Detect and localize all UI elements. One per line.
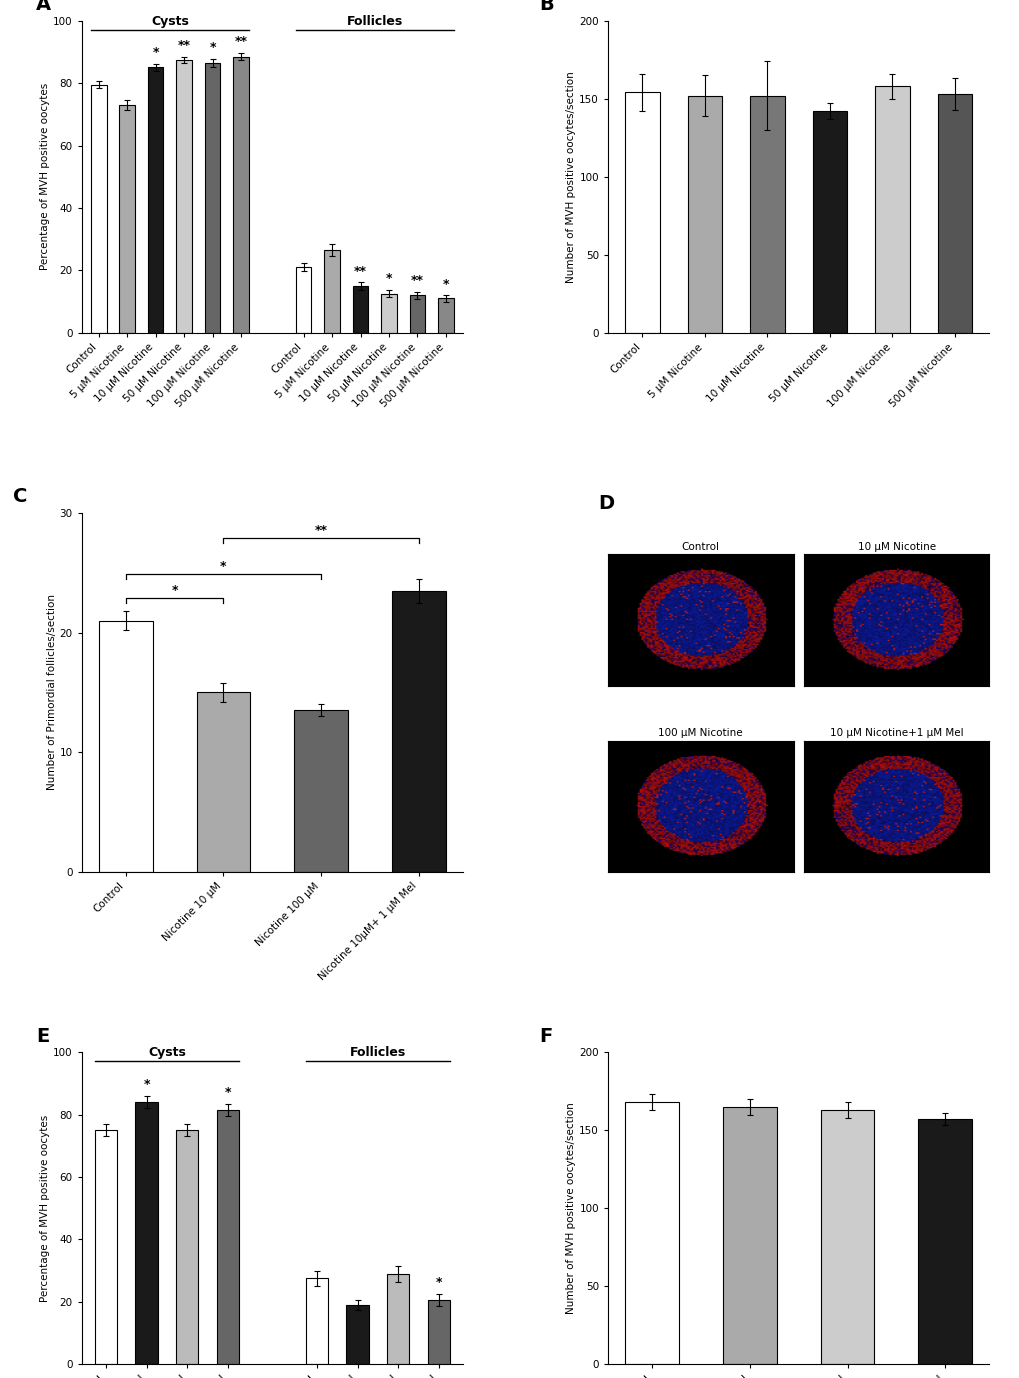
Bar bbox=[176, 59, 192, 332]
Bar bbox=[438, 299, 453, 332]
Text: **: ** bbox=[177, 39, 191, 52]
Bar bbox=[722, 1107, 775, 1364]
Bar bbox=[381, 294, 396, 332]
Bar bbox=[391, 591, 445, 872]
Text: 10 μM Nicotine: 10 μM Nicotine bbox=[857, 542, 934, 551]
Text: C: C bbox=[13, 486, 28, 506]
Text: D: D bbox=[597, 493, 613, 513]
Bar bbox=[874, 87, 909, 332]
Bar bbox=[687, 95, 721, 332]
Text: **: ** bbox=[234, 34, 248, 48]
Bar bbox=[294, 711, 347, 872]
Text: *: * bbox=[171, 584, 177, 597]
Bar bbox=[936, 94, 971, 332]
Text: *: * bbox=[385, 273, 392, 285]
Text: Control: Control bbox=[681, 542, 719, 551]
Y-axis label: Percentage of MVH positive oocytes: Percentage of MVH positive oocytes bbox=[40, 83, 50, 270]
Bar bbox=[216, 1109, 238, 1364]
Bar bbox=[625, 92, 659, 332]
Bar bbox=[386, 1273, 409, 1364]
Bar bbox=[99, 620, 153, 872]
Bar bbox=[324, 249, 339, 332]
Bar bbox=[119, 105, 135, 332]
Text: Cysts: Cysts bbox=[148, 1046, 185, 1060]
Text: **: ** bbox=[411, 274, 424, 287]
Bar bbox=[427, 1301, 449, 1364]
Text: A: A bbox=[36, 0, 51, 14]
Text: F: F bbox=[539, 1027, 552, 1046]
Bar bbox=[410, 295, 425, 332]
Text: *: * bbox=[435, 1276, 441, 1290]
Text: *: * bbox=[220, 559, 226, 573]
Text: **: ** bbox=[354, 265, 367, 277]
Y-axis label: Number of MVH positive oocytes/section: Number of MVH positive oocytes/section bbox=[566, 1102, 576, 1315]
Text: 10 μM Nicotine+1 μM Mel: 10 μM Nicotine+1 μM Mel bbox=[829, 728, 963, 739]
Bar bbox=[346, 1305, 368, 1364]
Bar bbox=[197, 693, 250, 872]
Bar bbox=[353, 287, 368, 332]
Bar bbox=[205, 63, 220, 332]
Bar bbox=[175, 1130, 198, 1364]
Y-axis label: Number of MVH positive oocytes/section: Number of MVH positive oocytes/section bbox=[566, 70, 576, 282]
Bar bbox=[812, 112, 846, 332]
Text: Follicles: Follicles bbox=[346, 15, 403, 28]
Text: Follicles: Follicles bbox=[350, 1046, 406, 1060]
Bar bbox=[296, 267, 311, 332]
Bar bbox=[750, 95, 784, 332]
Bar bbox=[820, 1109, 873, 1364]
Text: *: * bbox=[224, 1086, 230, 1098]
Bar bbox=[148, 68, 163, 332]
Text: *: * bbox=[152, 45, 159, 59]
Text: **: ** bbox=[314, 524, 327, 537]
Text: B: B bbox=[539, 0, 553, 14]
Bar bbox=[233, 56, 249, 332]
Bar bbox=[306, 1279, 328, 1364]
Text: Cysts: Cysts bbox=[151, 15, 189, 28]
Text: *: * bbox=[143, 1078, 150, 1091]
Bar bbox=[625, 1102, 679, 1364]
Bar bbox=[917, 1119, 971, 1364]
Bar bbox=[91, 84, 106, 332]
Text: E: E bbox=[36, 1027, 49, 1046]
Text: 100 μM Nicotine: 100 μM Nicotine bbox=[658, 728, 743, 739]
Text: *: * bbox=[209, 41, 216, 54]
Bar bbox=[136, 1102, 158, 1364]
Y-axis label: Number of Primordial follicles/section: Number of Primordial follicles/section bbox=[47, 594, 57, 791]
Y-axis label: Percentage of MVH positive oocytes: Percentage of MVH positive oocytes bbox=[40, 1115, 50, 1302]
Bar bbox=[95, 1130, 117, 1364]
Text: *: * bbox=[442, 277, 448, 291]
